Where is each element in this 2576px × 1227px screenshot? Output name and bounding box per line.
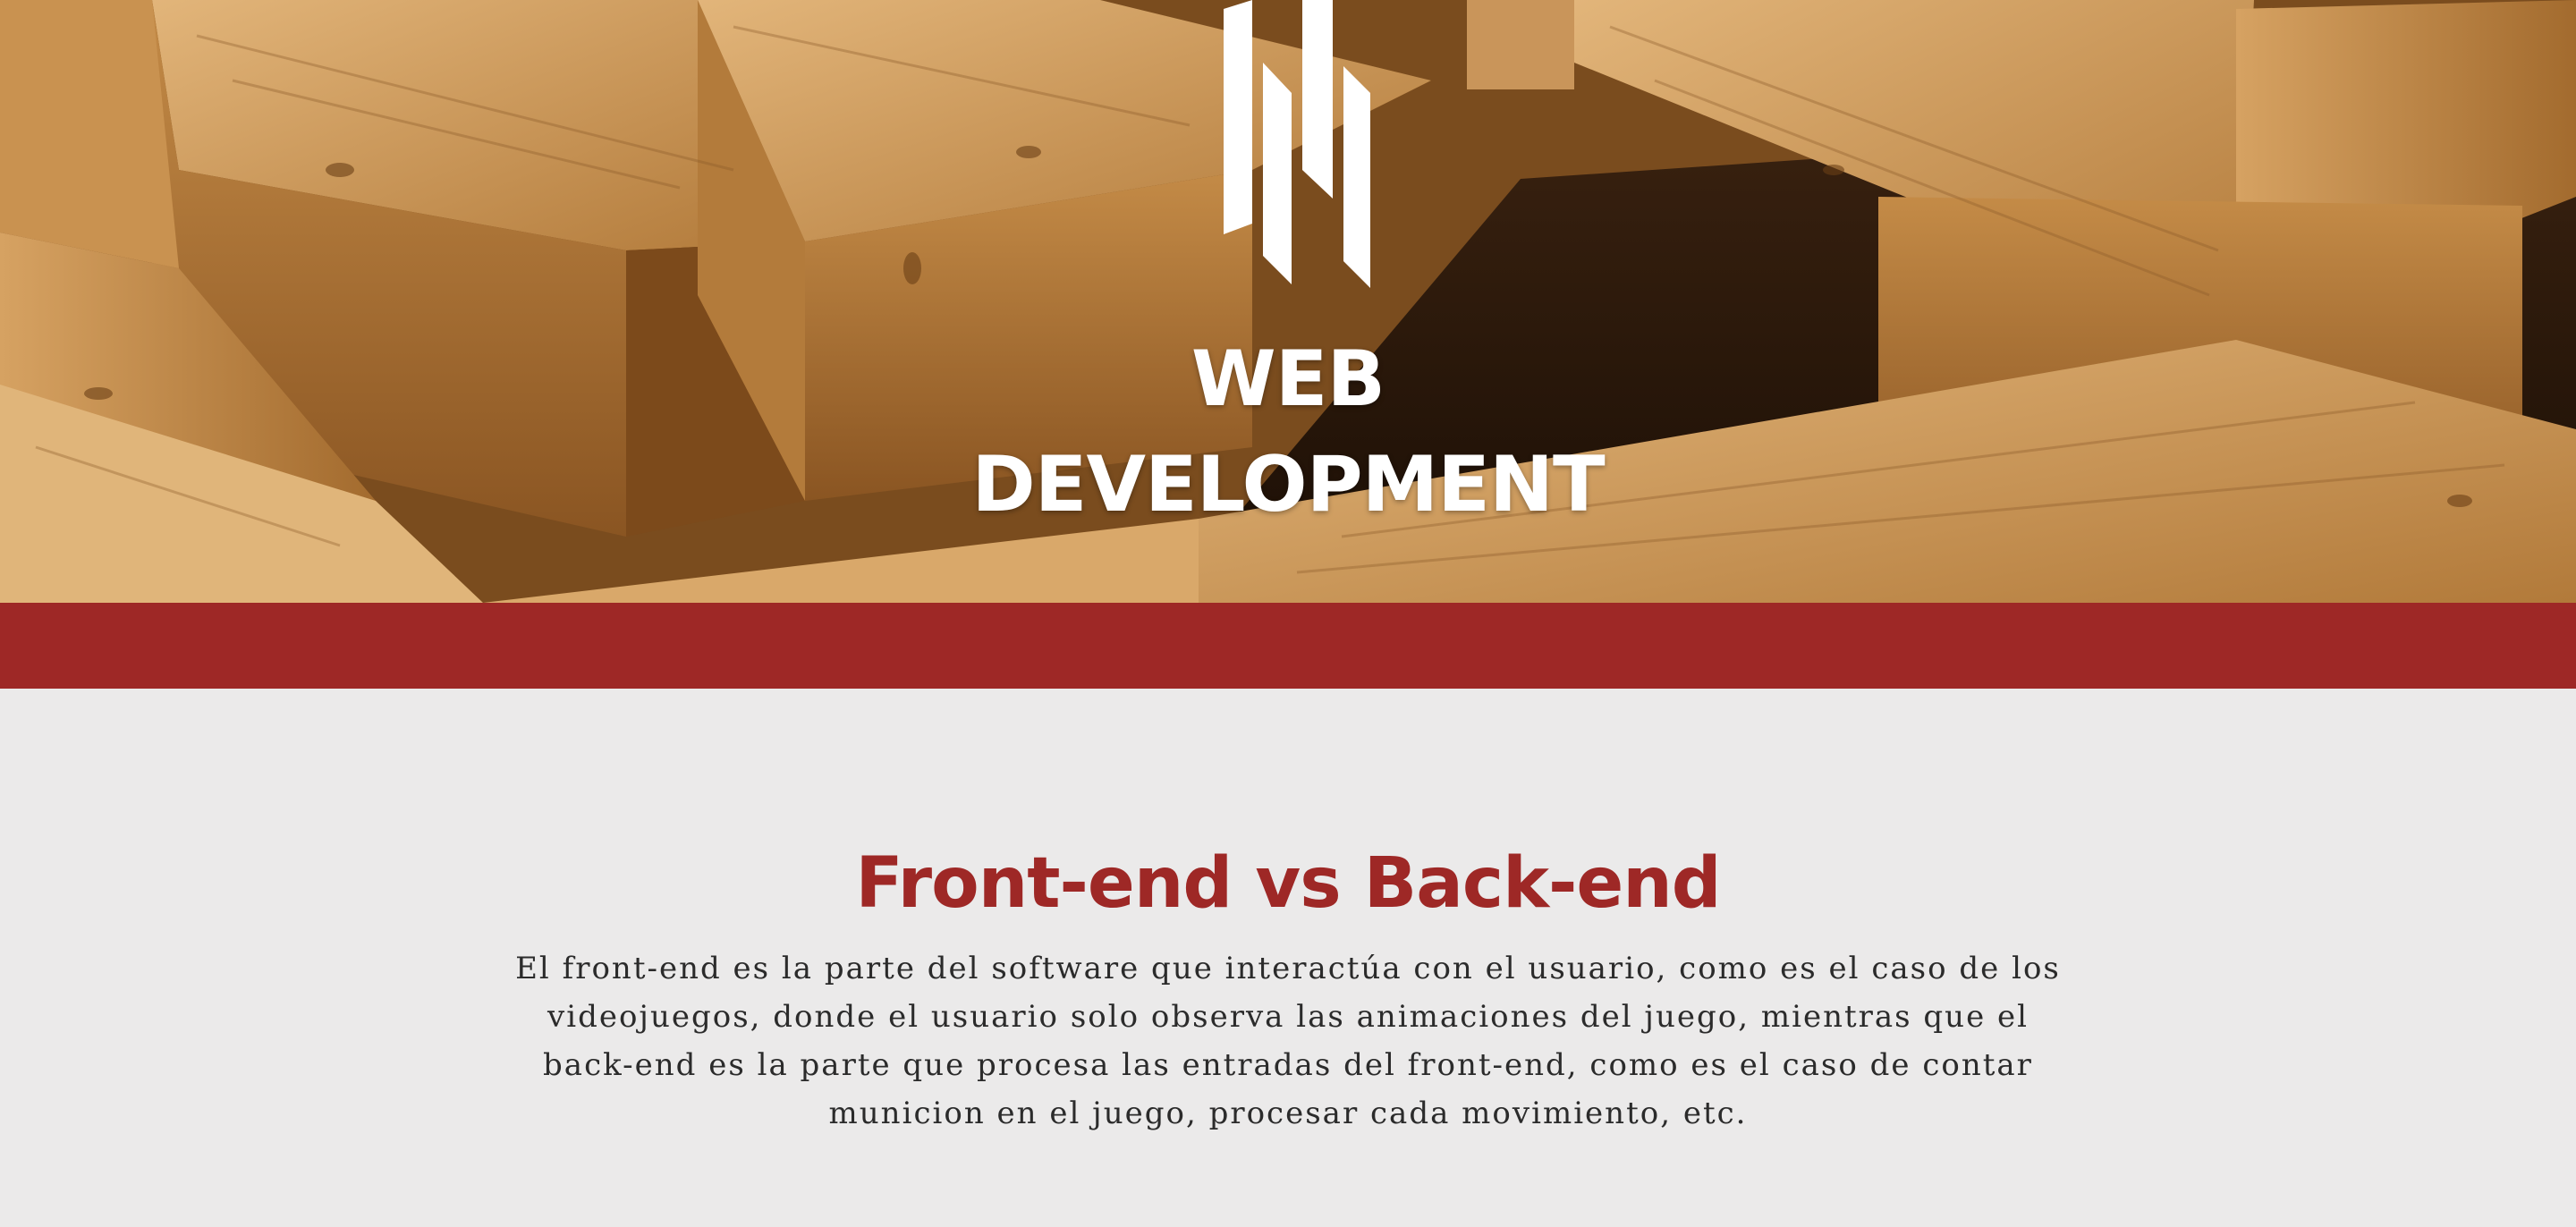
bars-logo-icon (1224, 0, 1370, 288)
wood-blocks-background-image (0, 0, 2576, 603)
hero-title: WEB DEVELOPMENT (0, 326, 2576, 537)
hero-banner: WEB DEVELOPMENT (0, 0, 2576, 603)
section-body: El front-end es la parte del software qu… (515, 951, 2061, 1131)
hero-title-line2: DEVELOPMENT (971, 440, 1605, 529)
content-section (0, 689, 2576, 1227)
accent-band (0, 603, 2576, 689)
hero-title-line1: WEB (1191, 334, 1385, 424)
section-title: Front-end vs Back-end (855, 843, 1721, 924)
